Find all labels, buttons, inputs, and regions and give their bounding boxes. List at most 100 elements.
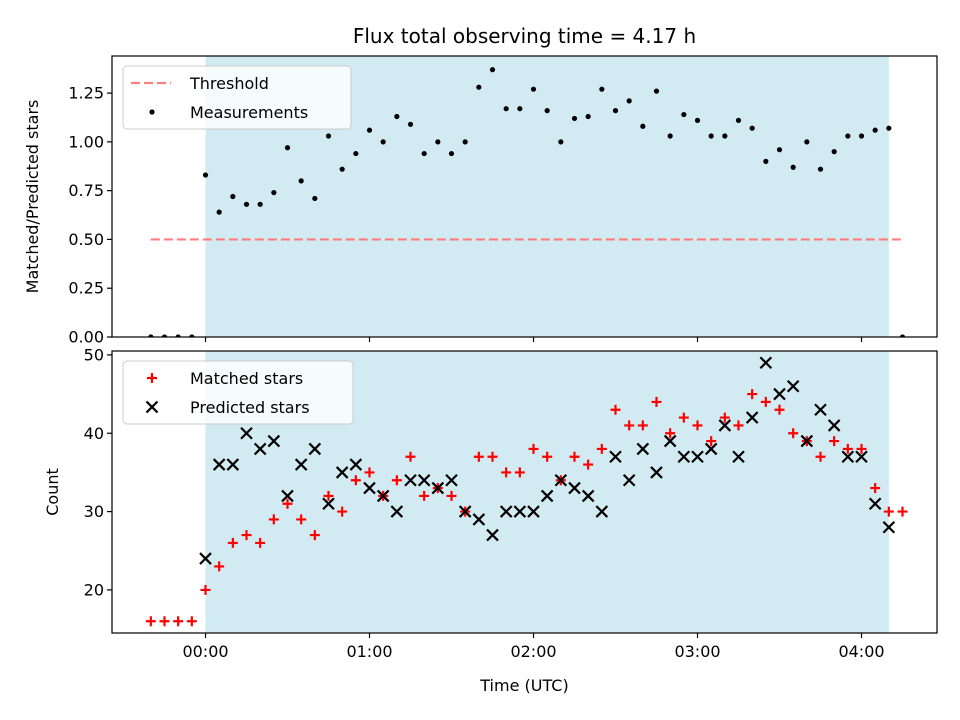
data-point — [281, 489, 294, 503]
x-tick-label: 00:00 — [182, 642, 228, 661]
data-point — [476, 84, 482, 90]
data-point — [882, 520, 896, 534]
data-point — [595, 505, 609, 518]
data-point — [253, 442, 267, 456]
data-point — [665, 428, 676, 439]
data-point — [186, 616, 197, 627]
data-point — [284, 145, 291, 151]
axes-frame — [111, 55, 938, 338]
data-point — [503, 106, 509, 112]
data-point — [624, 420, 635, 431]
y-axis-label: Matched/Predicted stars — [23, 100, 42, 294]
data-point — [337, 506, 348, 517]
data-point — [435, 139, 441, 145]
data-point — [733, 420, 744, 431]
series-predicted-stars — [199, 356, 896, 565]
data-point — [554, 473, 568, 487]
data-point — [585, 113, 591, 120]
data-point — [704, 442, 718, 456]
data-point — [159, 616, 170, 627]
legend-label: Threshold — [189, 74, 269, 93]
y-tick-label: 0.75 — [68, 181, 104, 200]
data-point — [855, 450, 868, 464]
data-point — [831, 149, 837, 155]
data-point — [445, 473, 458, 487]
legend-entry: Threshold — [131, 74, 269, 93]
data-point — [189, 334, 195, 337]
data-point — [173, 616, 184, 627]
data-point — [335, 466, 349, 479]
data-point — [202, 172, 209, 178]
y-tick-label: 40 — [84, 424, 104, 443]
y-tick-label: 50 — [84, 345, 104, 364]
data-point — [719, 412, 730, 423]
data-point — [786, 379, 800, 393]
series-group — [145, 356, 908, 627]
data-point — [214, 561, 225, 572]
data-point — [431, 481, 445, 495]
data-point — [653, 88, 660, 94]
data-point — [417, 473, 431, 487]
y-tick-label: 30 — [84, 502, 104, 521]
data-point — [622, 473, 636, 487]
legend-label: Predicted stars — [190, 398, 310, 417]
data-point — [856, 443, 867, 454]
data-point — [489, 67, 496, 73]
data-point — [349, 458, 363, 471]
data-point — [501, 467, 512, 478]
data-point — [544, 108, 550, 114]
data-point — [678, 412, 689, 423]
plots: 0.00 0.25 0.50 0.75 1.00 1.25 Flux total obser… — [23, 24, 938, 695]
data-point — [872, 127, 878, 133]
data-point — [747, 389, 758, 400]
y-tick-label: 0.50 — [68, 230, 104, 249]
data-point — [790, 164, 796, 170]
data-point — [514, 467, 525, 478]
data-point — [226, 458, 240, 471]
data-point — [499, 505, 513, 518]
data-point — [845, 133, 851, 139]
data-point — [149, 109, 155, 115]
y-axis-label: Count — [43, 468, 62, 516]
data-point — [294, 458, 308, 471]
data-point — [241, 530, 252, 541]
data-point — [322, 497, 335, 511]
data-point — [309, 530, 320, 541]
data-point — [472, 513, 486, 526]
data-point — [530, 86, 537, 92]
data-point — [175, 334, 181, 337]
data-point — [745, 411, 759, 424]
data-point — [390, 505, 404, 518]
data-point — [815, 451, 826, 462]
data-point — [581, 489, 595, 503]
data-point — [735, 117, 742, 123]
data-point — [407, 121, 414, 127]
data-point — [487, 451, 498, 462]
data-point — [842, 443, 853, 454]
legend-label: Measurements — [190, 103, 308, 122]
data-point — [145, 400, 159, 414]
data-point — [637, 420, 648, 431]
data-point — [448, 150, 455, 157]
data-point — [323, 490, 334, 501]
data-point — [760, 396, 771, 407]
data-point — [199, 552, 212, 565]
x-tick-label: 03:00 — [674, 642, 720, 661]
data-point — [640, 123, 646, 129]
data-point — [380, 139, 386, 145]
data-point — [609, 450, 622, 464]
data-point — [558, 139, 564, 145]
data-point — [527, 505, 540, 518]
data-point — [651, 396, 662, 407]
data-point — [458, 505, 472, 518]
series-matched-stars — [145, 389, 908, 627]
data-point — [612, 108, 619, 114]
data-point — [667, 133, 673, 139]
data-point — [161, 334, 168, 337]
data-point — [350, 475, 361, 486]
data-point — [868, 497, 882, 511]
data-point — [899, 334, 906, 337]
data-point — [404, 473, 417, 487]
data-point — [788, 428, 799, 439]
